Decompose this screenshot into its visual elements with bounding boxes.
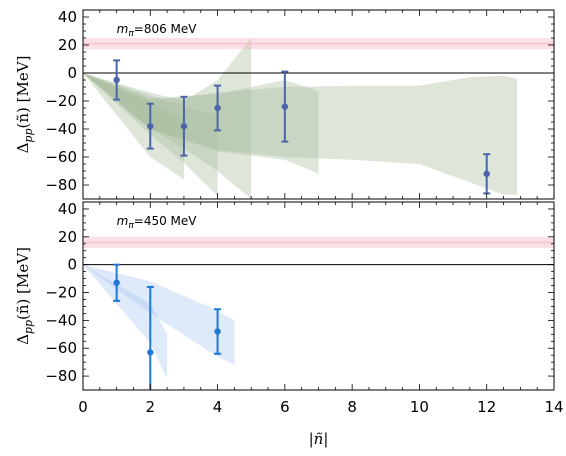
- uncertainty-band-4: [83, 73, 319, 174]
- x-tick-label: 4: [213, 398, 223, 416]
- panel-annotation: mπ=450 MeV: [117, 214, 198, 231]
- data-point-2: [147, 349, 154, 356]
- annotation-symbol: m: [117, 214, 129, 228]
- annotation-symbol: m: [117, 22, 129, 36]
- reference-band: [83, 236, 554, 248]
- y-tick-label: 20: [58, 36, 77, 54]
- data-point-1: [113, 76, 120, 84]
- ylabel-argument: (ñ) [MeV]: [14, 56, 32, 129]
- y-axis-label: Δpp(ñ) [MeV]: [14, 247, 35, 345]
- y-tick-labels: 40 20 0 −20 −40 −60 −80: [45, 200, 77, 385]
- reference-band: [83, 38, 554, 50]
- uncertainty-band-1: [83, 73, 184, 180]
- panel-annotation: mπ=806 MeV: [117, 22, 198, 39]
- y-tick-label: −20: [45, 92, 77, 110]
- data-point-1: [113, 279, 120, 286]
- uncertainty-band-2: [83, 264, 235, 365]
- x-tick-label: 6: [280, 398, 290, 416]
- y-tick-label: −40: [45, 311, 77, 329]
- axis-ticks: [82, 202, 555, 390]
- y-tick-labels: 40 20 0 −20 −40 −60 −80: [45, 8, 77, 194]
- x-tick-label: 0: [78, 398, 88, 416]
- ylabel-subscript: pp: [22, 128, 35, 142]
- data-point-3: [180, 123, 188, 130]
- annotation-value: =450 MeV: [134, 214, 198, 228]
- y-tick-label: 0: [67, 256, 77, 274]
- y-tick-label: −80: [45, 176, 77, 194]
- ylabel-argument: (ñ) [MeV]: [14, 247, 32, 320]
- annotation-value: =806 MeV: [134, 22, 198, 36]
- x-tick-labels: 0 2 4 6 8 10 12 14: [78, 398, 563, 416]
- ylabel-main: Δ: [14, 334, 32, 345]
- data-point-2: [147, 123, 154, 130]
- y-tick-label: 20: [58, 228, 77, 246]
- y-tick-label: 0: [67, 64, 77, 82]
- data-point-5: [281, 103, 289, 110]
- data-points: [113, 263, 222, 390]
- annotation-subscript: π: [128, 221, 134, 231]
- data-point-6: [483, 170, 490, 177]
- y-tick-label: 40: [58, 200, 77, 218]
- uncertainty-bands: [83, 264, 235, 379]
- data-point-4: [214, 104, 221, 112]
- x-tick-label: 8: [347, 398, 357, 416]
- data-point-3: [214, 328, 221, 335]
- x-tick-label: 12: [477, 398, 496, 416]
- uncertainty-bands: [83, 38, 517, 199]
- y-tick-label: 40: [58, 8, 77, 26]
- ylabel-subscript: pp: [22, 320, 35, 334]
- axis-ticks: [82, 10, 555, 199]
- y-tick-label: −40: [45, 120, 77, 138]
- data-points: [113, 59, 491, 195]
- annotation-subscript: π: [128, 29, 134, 39]
- y-axis-label: Δpp(ñ) [MeV]: [14, 56, 35, 154]
- bottom-panel: 40 20 0 −20 −40 −60 −80 0 2 4 6 8 10 12 14 mπ=450 MeV…: [14, 200, 564, 448]
- y-tick-label: −20: [45, 284, 77, 302]
- ylabel-main: Δ: [14, 142, 32, 153]
- y-tick-label: −80: [45, 367, 77, 385]
- x-tick-label: 2: [146, 398, 156, 416]
- x-tick-label: 10: [410, 398, 429, 416]
- top-panel: 40 20 0 −20 −40 −60 −80 mπ=806 MeV Δpp(ñ) [MeV…: [14, 8, 555, 200]
- y-tick-label: −60: [45, 148, 77, 166]
- uncertainty-band-3: [83, 38, 252, 199]
- y-tick-label: −60: [45, 339, 77, 357]
- x-axis-label: |ñ|: [309, 430, 329, 448]
- uncertainty-band-5: [83, 73, 517, 195]
- x-tick-label: 14: [544, 398, 563, 416]
